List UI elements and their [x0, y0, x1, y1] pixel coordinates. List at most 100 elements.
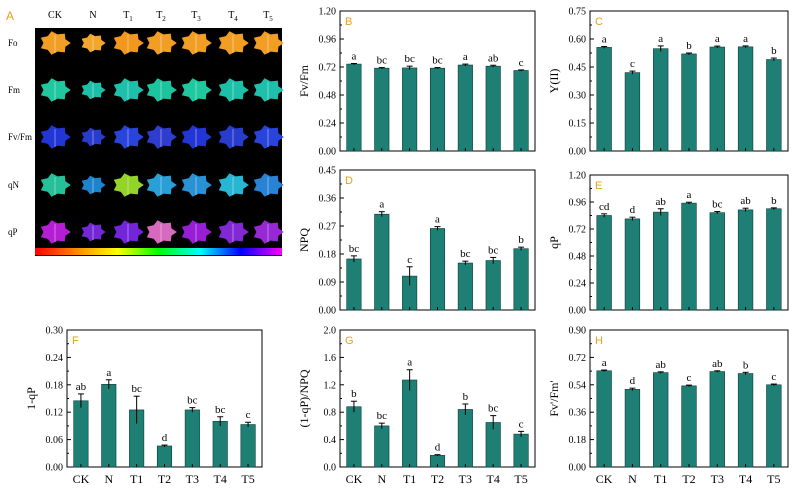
leaf-image [113, 220, 144, 244]
column-label: T4 [228, 10, 238, 23]
panel-letter: D [345, 175, 353, 187]
y-axis-label: Fv/Fm [297, 64, 311, 97]
y-tick-label: 0.90 [569, 326, 587, 337]
leaf-image [81, 175, 106, 195]
y-tick-label: 0.12 [46, 408, 64, 419]
bar [596, 47, 612, 152]
significance-letter: bc [215, 404, 226, 416]
x-tick-label: T3 [459, 472, 472, 486]
leaf-image [40, 31, 71, 55]
bar [513, 433, 529, 468]
leaf-image [181, 125, 212, 149]
chart-c: 0.00 0.15 0.30 0.45 0.60 0.75 Y(II) Ca c a b a a b [547, 7, 789, 158]
y-tick-label: 0.00 [569, 306, 587, 317]
x-tick-label: T1 [130, 472, 143, 486]
chart-f: 0.00 0.06 0.12 0.18 0.24 0.30 1-qP Fab CK a Nbc T1 d… [24, 326, 263, 486]
significance-letter: c [519, 57, 524, 69]
leaf-image [146, 125, 177, 149]
bar [653, 372, 669, 468]
column-label: T3 [191, 10, 201, 23]
x-tick-label: T3 [186, 472, 199, 486]
significance-letter: ab [656, 196, 667, 208]
y-tick-label: 0.72 [569, 353, 587, 364]
significance-letter: c [687, 372, 692, 384]
image-panel-a: A CK N T1 T2 T3 T4 T5 Fo Fm Fv/Fm qN qP [6, 9, 284, 256]
y-tick-label: 0.60 [569, 35, 587, 46]
bar [737, 209, 754, 311]
significance-letter: a [658, 33, 663, 45]
significance-letter: a [715, 33, 720, 45]
significance-letter: a [407, 357, 412, 369]
significance-letter: b [351, 388, 357, 400]
bar [596, 215, 612, 311]
x-tick-label: T2 [431, 472, 444, 486]
panel-letter: G [345, 335, 354, 347]
leaf-image [253, 125, 284, 149]
leaf-image [113, 173, 144, 197]
y-tick-label: 1.20 [569, 171, 587, 182]
y-axis-label: NPQ [297, 228, 311, 252]
significance-letter: b [771, 195, 777, 207]
bar [624, 389, 641, 468]
bar [681, 53, 697, 152]
chart-h: 0.00 0.18 0.36 0.54 0.72 0.90 Fv'/Fm' Ha CK d Nab T… [547, 326, 789, 486]
significance-letter: c [771, 371, 776, 383]
leaf-image [218, 31, 249, 55]
chart-e: 0.00 0.24 0.48 0.72 0.96 1.20 qP Ecd d ab a bc ab b [547, 171, 789, 317]
significance-letter: b [686, 40, 692, 52]
bar [374, 67, 390, 152]
leaf-image [146, 78, 177, 102]
significance-letter: ab [488, 52, 499, 64]
colorbar [35, 248, 282, 255]
leaf-image [253, 31, 284, 55]
significance-letter: ab [76, 381, 87, 393]
leaf-image [253, 78, 284, 102]
panel-letter: E [595, 180, 602, 192]
chart-g: 0.00.40.81.21.62.0(1-qP)/NPQGbCKbcNaT1dT… [297, 326, 536, 486]
x-tick-label: T1 [654, 472, 667, 486]
column-label: T2 [156, 10, 166, 23]
significance-letter: c [407, 254, 412, 266]
x-tick-label: N [628, 472, 637, 486]
significance-letter: c [630, 58, 635, 70]
bar [402, 379, 418, 468]
significance-letter: a [687, 189, 692, 201]
panel-letter: B [345, 16, 352, 28]
bar [681, 385, 697, 468]
significance-letter: a [463, 51, 468, 63]
y-axis-label: 1-qP [24, 387, 38, 410]
y-tick-label: 0.96 [319, 35, 337, 46]
leaf-image [81, 80, 106, 100]
leaf-image [40, 78, 71, 102]
bar [766, 384, 782, 468]
significance-letter: d [162, 432, 168, 444]
bar [402, 67, 418, 152]
y-tick-label: 0.8 [324, 408, 337, 419]
x-tick-label: T2 [158, 472, 171, 486]
chart-d: 0.00 0.09 0.18 0.27 0.36 0.45 NPQ Dbc a c a bc bc b [297, 166, 536, 317]
significance-letter: a [602, 33, 607, 45]
y-tick-label: 0.48 [319, 91, 337, 102]
significance-letter: ab [656, 359, 667, 371]
column-label: CK [48, 10, 63, 21]
row-label: qN [8, 180, 20, 190]
bar [429, 228, 446, 311]
leaf-image [181, 220, 212, 244]
y-tick-label: 0.00 [319, 306, 337, 317]
y-tick-label: 0.18 [569, 435, 587, 446]
y-tick-label: 0.09 [319, 278, 337, 289]
row-label: Fv/Fm [8, 132, 32, 142]
significance-letter: bc [432, 55, 443, 67]
leaf-image [81, 33, 106, 53]
significance-letter: bc [377, 55, 388, 67]
y-axis-label: (1-qP)/NPQ [297, 369, 311, 427]
y-axis-label: Y(II) [547, 69, 561, 94]
significance-letter: a [106, 367, 111, 379]
significance-letter: bc [712, 199, 723, 211]
significance-letter: bc [404, 53, 415, 65]
x-tick-label: T4 [214, 472, 227, 486]
significance-letter: bc [377, 410, 388, 422]
y-tick-label: 0.00 [569, 463, 587, 474]
